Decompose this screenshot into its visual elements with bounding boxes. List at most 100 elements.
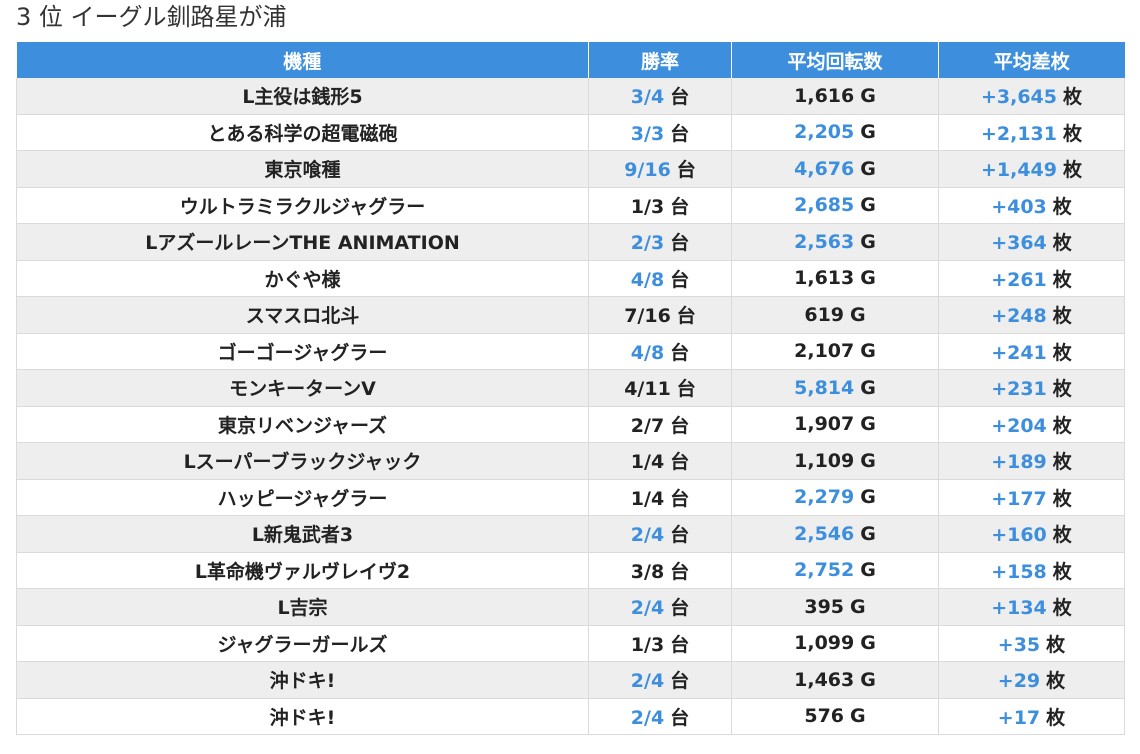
machine-name-cell: ウルトラミラクルジャグラー xyxy=(16,187,589,224)
win-rate-cell: 3/4 台 xyxy=(588,78,732,115)
machine-name-cell: ハッピージャグラー xyxy=(16,479,589,516)
avg-spins-unit: G xyxy=(860,121,876,144)
avg-spins-link[interactable]: 2,752 xyxy=(794,559,855,582)
avg-diff-unit: 枚 xyxy=(1046,706,1066,729)
avg-diff-unit: 枚 xyxy=(1052,232,1072,255)
avg-diff-link[interactable]: +261 xyxy=(991,268,1047,291)
avg-spins-cell: 4,676 G xyxy=(731,150,939,188)
avg-spins-value: 576 xyxy=(804,705,845,728)
machine-name-cell: LアズールレーンTHE ANIMATION xyxy=(16,223,589,261)
avg-spins-link[interactable]: 2,685 xyxy=(794,194,855,217)
win-rate-unit: 台 xyxy=(670,633,690,656)
table-row: Lスーパーブラックジャック 1/4 台 1,109 G +189 枚 xyxy=(16,442,1125,480)
avg-spins-link[interactable]: 4,676 xyxy=(794,157,855,180)
win-rate-cell: 2/4 台 xyxy=(588,661,732,699)
avg-diff-cell: +29 枚 xyxy=(938,661,1125,699)
avg-diff-link[interactable]: +1,449 xyxy=(980,159,1057,182)
avg-spins-cell: 2,752 G xyxy=(731,552,939,589)
avg-spins-link[interactable]: 2,546 xyxy=(794,522,855,545)
win-rate-link[interactable]: 2/4 xyxy=(630,597,665,620)
win-rate-link[interactable]: 9/16 xyxy=(624,159,671,182)
win-rate-link[interactable]: 2/4 xyxy=(630,670,665,693)
win-rate-unit: 台 xyxy=(670,524,690,547)
avg-spins-unit: G xyxy=(860,486,876,509)
avg-diff-cell: +204 枚 xyxy=(938,406,1125,443)
win-rate-link[interactable]: 4/8 xyxy=(630,268,665,291)
avg-diff-unit: 枚 xyxy=(1052,451,1072,474)
avg-diff-link[interactable]: +29 xyxy=(997,670,1041,693)
avg-diff-unit: 枚 xyxy=(1052,597,1072,620)
table-row: LアズールレーンTHE ANIMATION 2/3 台 2,563 G +364 枚 xyxy=(16,223,1125,261)
win-rate-value: 1/4 xyxy=(630,487,665,510)
avg-spins-link[interactable]: 2,279 xyxy=(794,486,855,509)
table-row: L新鬼武者3 2/4 台 2,546 G +160 枚 xyxy=(16,515,1125,553)
table-row: ゴーゴージャグラー 4/8 台 2,107 G +241 枚 xyxy=(16,333,1125,370)
avg-diff-link[interactable]: +403 xyxy=(991,195,1047,218)
win-rate-value: 1/3 xyxy=(630,195,665,218)
avg-diff-link[interactable]: +189 xyxy=(991,451,1047,474)
avg-spins-value: 1,109 xyxy=(794,449,855,472)
avg-diff-link[interactable]: +204 xyxy=(991,414,1047,437)
avg-diff-unit: 枚 xyxy=(1063,159,1083,182)
avg-diff-link[interactable]: +134 xyxy=(991,597,1047,620)
machine-name-cell: L新鬼武者3 xyxy=(16,515,589,553)
win-rate-link[interactable]: 2/4 xyxy=(630,706,665,729)
win-rate-unit: 台 xyxy=(670,232,690,255)
avg-spins-cell: 2,563 G xyxy=(731,223,939,261)
avg-spins-link[interactable]: 2,563 xyxy=(794,230,855,253)
avg-diff-unit: 枚 xyxy=(1052,414,1072,437)
avg-spins-link[interactable]: 5,814 xyxy=(794,376,855,399)
win-rate-cell: 4/8 台 xyxy=(588,260,732,297)
avg-spins-value: 1,463 xyxy=(794,668,855,691)
machine-name-cell: 沖ドキ! xyxy=(16,698,589,735)
avg-spins-cell: 1,099 G xyxy=(731,625,939,662)
avg-spins-cell: 576 G xyxy=(731,698,939,735)
avg-diff-link[interactable]: +177 xyxy=(991,487,1047,510)
avg-diff-unit: 枚 xyxy=(1052,560,1072,583)
machine-stats-table: 機種 勝率 平均回転数 平均差枚 L主役は銭形5 3/4 台 1,616 G +3,645… xyxy=(16,42,1125,735)
avg-diff-link[interactable]: +35 xyxy=(997,633,1041,656)
machine-name-cell: ジャグラーガールズ xyxy=(16,625,589,662)
avg-spins-unit: G xyxy=(860,522,876,545)
avg-diff-unit: 枚 xyxy=(1063,122,1083,145)
avg-diff-link[interactable]: +158 xyxy=(991,560,1047,583)
avg-diff-unit: 枚 xyxy=(1052,305,1072,328)
avg-diff-cell: +364 枚 xyxy=(938,223,1125,261)
avg-spins-unit: G xyxy=(860,376,876,399)
avg-diff-unit: 枚 xyxy=(1046,633,1066,656)
avg-diff-link[interactable]: +364 xyxy=(991,232,1047,255)
win-rate-value: 7/16 xyxy=(624,305,671,328)
win-rate-link[interactable]: 3/3 xyxy=(630,122,665,145)
win-rate-cell: 2/4 台 xyxy=(588,588,732,626)
win-rate-cell: 4/11 台 xyxy=(588,369,732,407)
table-row: とある科学の超電磁砲 3/3 台 2,205 G +2,131 枚 xyxy=(16,114,1125,151)
win-rate-link[interactable]: 3/4 xyxy=(630,86,665,109)
win-rate-link[interactable]: 4/8 xyxy=(630,341,665,364)
avg-diff-link[interactable]: +3,645 xyxy=(980,86,1057,109)
avg-spins-cell: 1,109 G xyxy=(731,442,939,480)
machine-name-cell: L吉宗 xyxy=(16,588,589,626)
avg-diff-link[interactable]: +17 xyxy=(997,706,1041,729)
avg-diff-unit: 枚 xyxy=(1052,524,1072,547)
avg-diff-cell: +231 枚 xyxy=(938,369,1125,407)
win-rate-value: 2/7 xyxy=(630,414,665,437)
avg-spins-unit: G xyxy=(860,84,876,107)
avg-diff-cell: +17 枚 xyxy=(938,698,1125,735)
avg-diff-cell: +2,131 枚 xyxy=(938,114,1125,151)
win-rate-link[interactable]: 2/4 xyxy=(630,524,665,547)
avg-diff-link[interactable]: +248 xyxy=(991,305,1047,328)
machine-name-cell: スマスロ北斗 xyxy=(16,296,589,334)
win-rate-link[interactable]: 2/3 xyxy=(630,232,665,255)
table-row: ウルトラミラクルジャグラー 1/3 台 2,685 G +403 枚 xyxy=(16,187,1125,224)
avg-spins-value: 1,099 xyxy=(794,632,855,655)
avg-spins-unit: G xyxy=(860,449,876,472)
avg-spins-cell: 1,613 G xyxy=(731,260,939,297)
win-rate-cell: 1/4 台 xyxy=(588,442,732,480)
win-rate-cell: 9/16 台 xyxy=(588,150,732,188)
avg-diff-link[interactable]: +160 xyxy=(991,524,1047,547)
avg-diff-link[interactable]: +231 xyxy=(991,378,1047,401)
avg-diff-link[interactable]: +241 xyxy=(991,341,1047,364)
avg-spins-link[interactable]: 2,205 xyxy=(794,121,855,144)
win-rate-unit: 台 xyxy=(670,195,690,218)
avg-diff-link[interactable]: +2,131 xyxy=(980,122,1057,145)
